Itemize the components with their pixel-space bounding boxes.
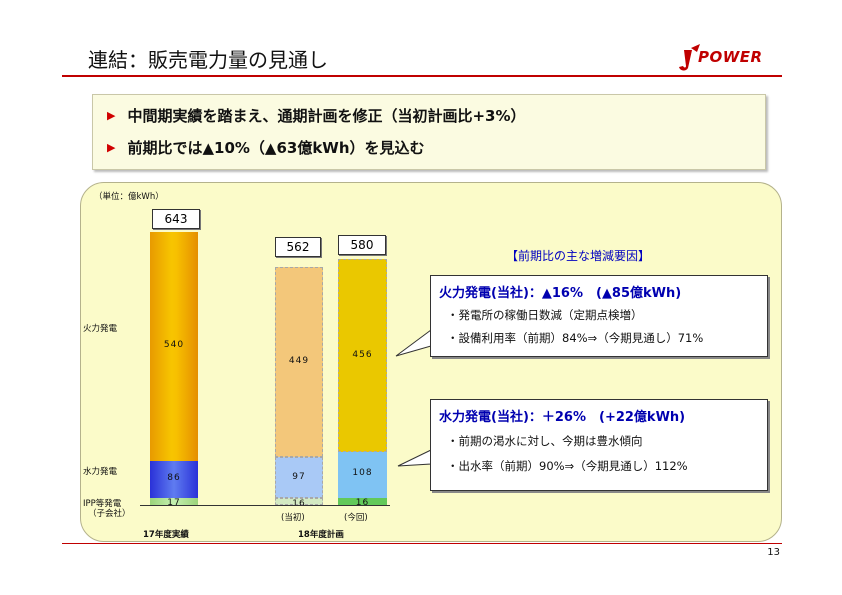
callout-pointer-thermal	[395, 329, 432, 357]
page-title: 連結：販売電力量の見通し	[88, 48, 328, 72]
callout-thermal: 火力発電(当社)：▲16% (▲85億kWh) ・発電所の稼働日数減（定期点検増…	[430, 275, 768, 357]
bar-total-label: 562	[275, 237, 321, 257]
chart-baseline	[140, 505, 390, 506]
callout-line: ・出水率（前期）90%⇒（今期見通し）112%	[447, 459, 688, 473]
segment-value-label: 17	[167, 497, 181, 508]
callout-line: ・前期の渇水に対し、今期は豊水傾向	[447, 434, 643, 448]
callout-line: ・設備利用率（前期）84%⇒（今期見通し）71%	[447, 331, 704, 345]
segment-value-label: 449	[288, 355, 310, 366]
callout-pointer-hydro	[397, 449, 432, 467]
bar-segment-thermal: 456	[338, 259, 387, 453]
header-divider	[62, 75, 782, 77]
callout-line: ・発電所の稼働日数減（定期点検増）	[447, 308, 643, 322]
bar-segment-thermal: 449	[275, 266, 323, 458]
bar-segment-hydro: 108	[338, 452, 387, 499]
summary-box: ▶ 中間期実績を踏まえ、通期計画を修正（当初計画比+3%） ▶ 前期比では▲10%（…	[92, 94, 766, 170]
page-number: 13	[767, 547, 780, 558]
x-tick-label: (今回)	[344, 513, 368, 523]
bullet-triangle-icon: ▶	[107, 141, 116, 154]
summary-bullet: ▶ 前期比では▲10%（▲63億kWh）を見込む	[107, 139, 425, 157]
row-label-thermal: 火力発電	[83, 324, 118, 334]
segment-value-label: 97	[292, 471, 306, 482]
jpower-logo: POWER	[678, 44, 778, 72]
footer-divider	[62, 543, 782, 544]
bar-segment-ipp: 17	[150, 497, 198, 508]
bar-total-label: 643	[152, 209, 200, 229]
bar-total-label: 580	[338, 235, 386, 255]
x-tick-label: 17年度実績	[143, 530, 189, 540]
logo-mark-icon	[679, 44, 700, 71]
unit-label: （単位：億kWh）	[94, 192, 164, 202]
callout-hydro: 水力発電(当社)：＋26% (+22億kWh) ・前期の渇水に対し、今期は豊水傾…	[430, 399, 768, 491]
x-tick-label: (当初)	[281, 513, 305, 523]
summary-bullet: ▶ 中間期実績を踏まえ、通期計画を修正（当初計画比+3%）	[107, 107, 526, 125]
x-group-label: 18年度計画	[298, 530, 344, 540]
bar-segment-thermal: 540	[150, 232, 198, 462]
callout-thermal-head: 火力発電(当社)：▲16% (▲85億kWh)	[439, 286, 682, 301]
segment-value-label: 108	[352, 468, 373, 479]
bar-segment-hydro: 97	[275, 457, 323, 499]
logo-text: POWER	[698, 48, 763, 66]
segment-value-label: 16	[276, 499, 322, 509]
row-label-ipp: IPP等発電	[83, 499, 122, 509]
segment-value-label: 16	[355, 498, 370, 509]
bullet-triangle-icon: ▶	[107, 109, 116, 122]
callout-hydro-head: 水力発電(当社)：＋26% (+22億kWh)	[439, 410, 686, 425]
bar-segment-ipp: 16	[275, 498, 323, 509]
bar-segment-hydro: 86	[150, 461, 198, 498]
segment-value-label: 86	[167, 472, 181, 483]
row-label-ipp-sub: （子会社）	[88, 509, 131, 519]
segment-value-label: 540	[163, 339, 185, 350]
factors-title: 【前期比の主な増減要因】	[506, 249, 651, 263]
row-label-hydro: 水力発電	[83, 467, 118, 477]
segment-value-label: 456	[352, 349, 373, 360]
bar-segment-ipp: 16	[338, 498, 387, 509]
